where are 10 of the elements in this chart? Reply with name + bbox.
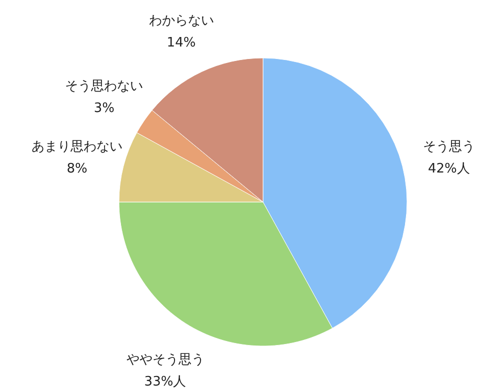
data-label: 14%	[166, 35, 196, 50]
data-label: 8%	[66, 161, 88, 176]
slice-label: あまり思わない	[32, 139, 123, 154]
data-label: 3%	[94, 101, 115, 116]
data-label: 33%人	[144, 374, 186, 390]
slice-label: わからない	[148, 13, 214, 28]
slice-label: ややそう思う	[126, 352, 204, 368]
data-label: 42%人	[428, 161, 470, 176]
slice-label: そう思わない	[65, 79, 144, 94]
slice-label: そう思う	[422, 139, 475, 154]
